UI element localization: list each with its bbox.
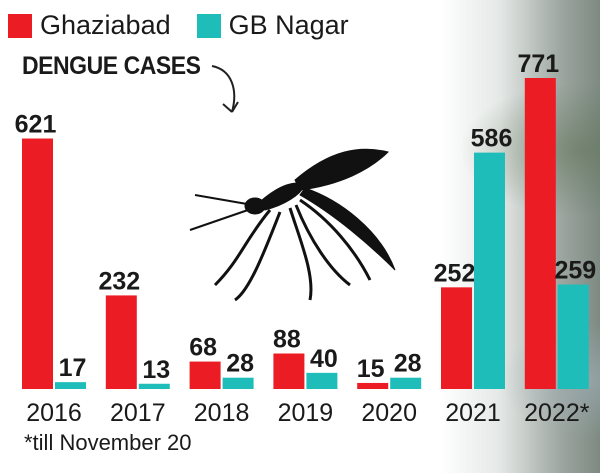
bar-gb-nagar-2022* (557, 284, 589, 389)
data-label: 13 (142, 356, 170, 384)
bar-ghaziabad-2018 (189, 361, 221, 389)
data-label: 621 (15, 111, 57, 139)
legend-swatch-ghaziabad (8, 13, 32, 38)
data-label: 586 (471, 125, 513, 153)
bar-ghaziabad-2020 (357, 382, 389, 389)
chart-title: DENGUE CASES (22, 52, 201, 80)
data-label: 771 (517, 50, 559, 78)
x-tick-label: 2020 (361, 399, 417, 427)
data-label: 252 (434, 259, 476, 287)
data-label: 28 (394, 350, 422, 378)
x-tick-label: 2016 (26, 399, 82, 427)
bar-ghaziabad-2016 (22, 138, 53, 389)
data-label: 232 (98, 267, 140, 295)
bar-gb-nagar-2019 (306, 372, 338, 389)
legend: Ghaziabad GB Nagar (8, 10, 349, 41)
x-tick-label: 2021 (445, 399, 501, 427)
legend-swatch-gb-nagar (196, 13, 221, 38)
bar-ghaziabad-2019 (273, 353, 305, 389)
data-label: 15 (357, 355, 385, 383)
legend-label-gb-nagar: GB Nagar (228, 10, 349, 40)
data-label: 68 (189, 334, 217, 362)
bar-ghaziabad-2017 (105, 295, 137, 389)
data-label: 28 (226, 350, 254, 378)
data-label: 40 (310, 345, 338, 373)
data-label: 88 (273, 326, 301, 354)
data-label: 259 (554, 257, 596, 285)
x-tick-label: 2019 (278, 399, 334, 427)
x-tick-label: 2018 (194, 399, 250, 427)
arrow-icon (211, 65, 239, 113)
x-tick-label: 2017 (110, 399, 166, 427)
data-label: 17 (59, 354, 87, 382)
x-tick-label: 2022* (524, 399, 590, 427)
bar-gb-nagar-2017 (138, 383, 170, 389)
bar-gb-nagar-2016 (55, 382, 86, 389)
bar-gb-nagar-2018 (222, 377, 254, 389)
footnote: *till November 20 (24, 430, 192, 455)
legend-label-ghaziabad: Ghaziabad (40, 10, 171, 40)
bar-ghaziabad-2021 (441, 287, 472, 389)
bar-gb-nagar-2021 (474, 152, 505, 389)
bar-ghaziabad-2022* (524, 78, 556, 389)
mosquito-icon (189, 148, 396, 302)
bar-gb-nagar-2020 (390, 377, 422, 389)
